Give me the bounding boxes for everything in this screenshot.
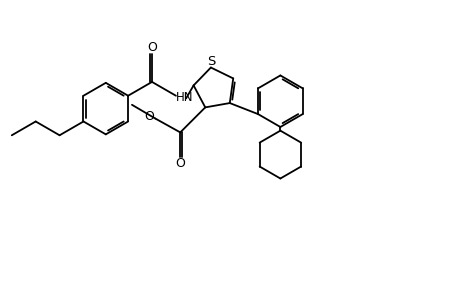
Text: S: S [206, 55, 215, 68]
Text: O: O [147, 41, 157, 54]
Text: HN: HN [175, 91, 192, 104]
Text: O: O [175, 157, 185, 170]
Text: O: O [144, 110, 154, 123]
